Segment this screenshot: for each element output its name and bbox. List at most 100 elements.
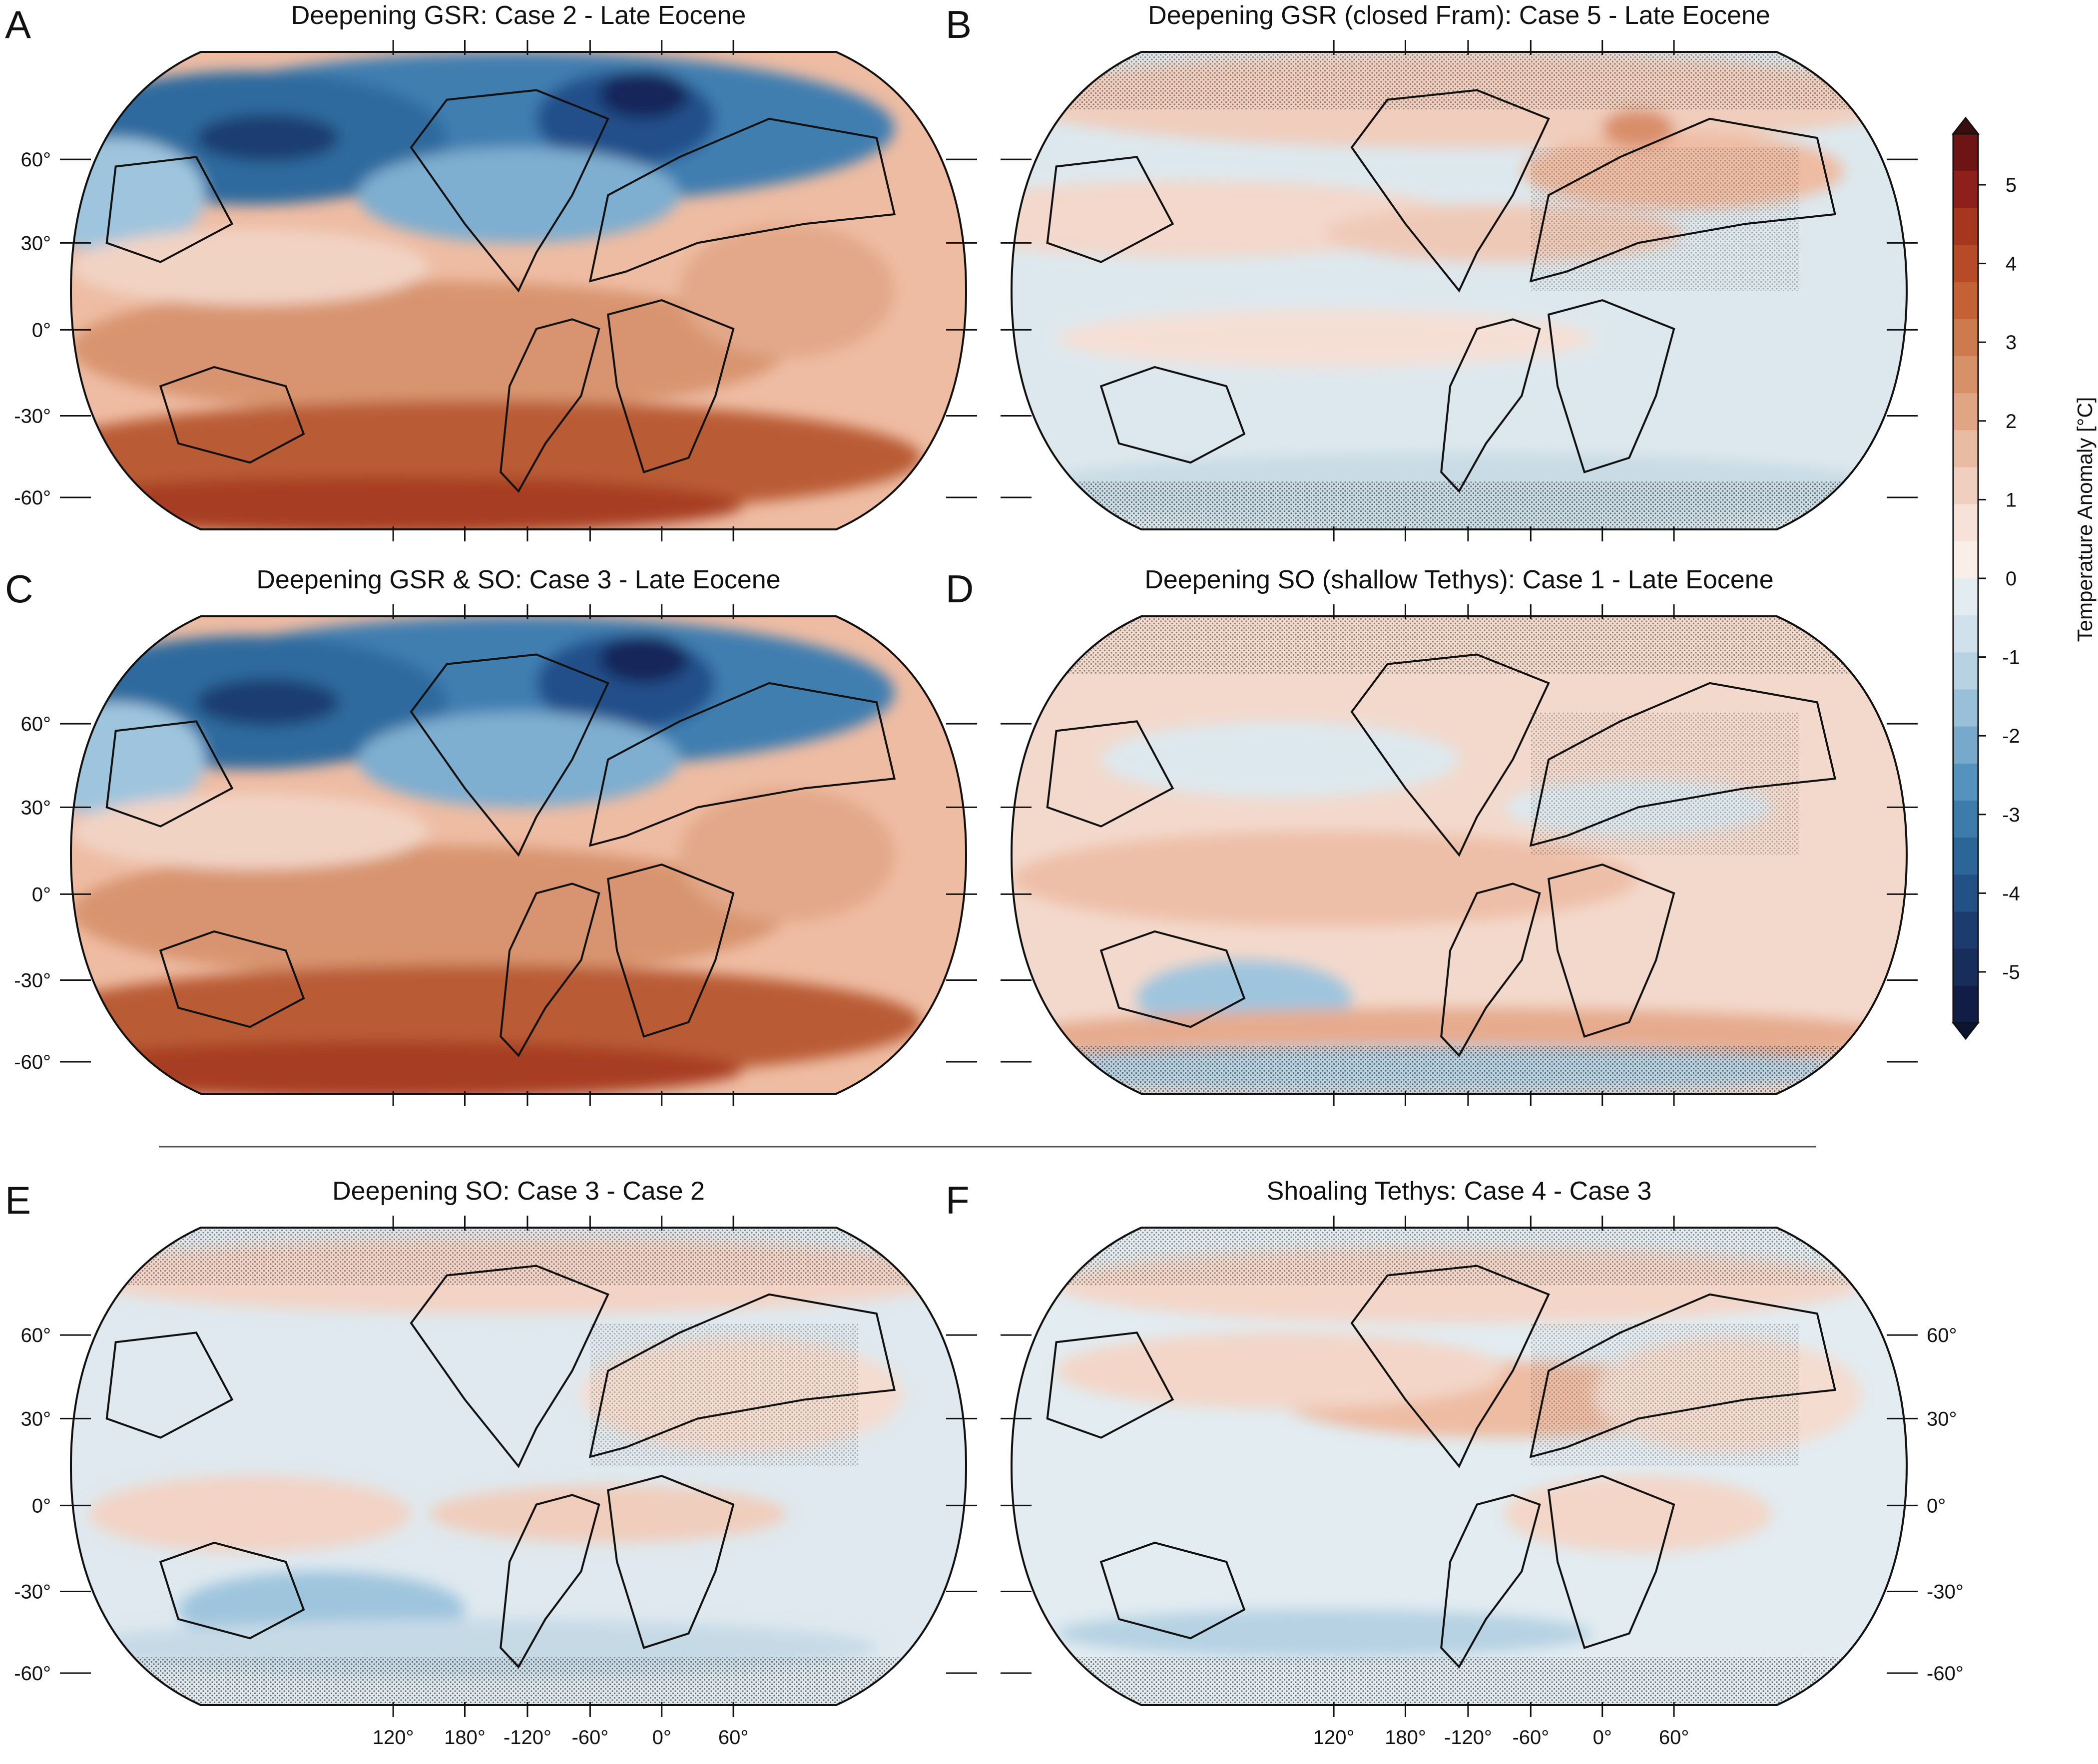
- map-border: [69, 1227, 968, 1706]
- colorbar-tick-label: 1: [2006, 489, 2017, 511]
- colorbar-tick-label: 5: [2006, 174, 2017, 196]
- colorbar-swatch: [1953, 208, 1978, 246]
- lat-label: 0°: [32, 1495, 51, 1517]
- colorbar-swatch: [1953, 393, 1978, 431]
- panel-title: Deepening SO (shallow Tethys): Case 1 - …: [1144, 565, 1773, 594]
- colorbar-swatch: [1953, 134, 1978, 172]
- lat-label: -60°: [14, 1051, 51, 1073]
- colorbar-swatch: [1953, 430, 1978, 468]
- lat-label: 30°: [21, 1408, 51, 1430]
- colorbar-swatch: [1953, 689, 1978, 727]
- colorbar-swatch: [1953, 467, 1978, 505]
- colorbar-tick-label: -2: [2002, 725, 2020, 747]
- lon-label: -120°: [1444, 1727, 1492, 1749]
- colorbar-swatch: [1953, 652, 1978, 690]
- colorbar: 5 4 3 2 1 0 -1 -2 -3 -4 -5 Temperature Anomaly [°C…: [1951, 116, 2097, 1040]
- lon-label: 0°: [652, 1727, 671, 1749]
- colorbar-swatch: [1953, 615, 1978, 653]
- anomaly-field: [71, 616, 966, 1094]
- colorbar-swatch: [1953, 838, 1978, 876]
- colorbar-swatch: [1953, 319, 1978, 357]
- lat-label: -60°: [14, 1663, 51, 1685]
- panel-letter: A: [5, 2, 31, 46]
- map-border: [1010, 1227, 1908, 1706]
- colorbar-swatch: [1953, 578, 1978, 616]
- anomaly-field: [1012, 52, 1907, 529]
- colorbar-swatch: [1953, 171, 1978, 209]
- colorbar-swatch: [1953, 504, 1978, 542]
- map-border: [69, 51, 968, 530]
- panel-letter: E: [5, 1178, 31, 1222]
- map-border: [1010, 615, 1908, 1095]
- colorbar-swatch: [1953, 356, 1978, 394]
- lon-label: 180°: [444, 1727, 486, 1749]
- map-panel-a: A Deepening GSR: Case 2 - Late Eocene 60° 3…: [5, 1, 977, 541]
- lon-label: 60°: [1659, 1727, 1689, 1749]
- lat-label: -30°: [14, 405, 51, 427]
- panel-title: Deepening GSR: Case 2 - Late Eocene: [291, 1, 746, 30]
- lat-label: -30°: [1927, 1581, 1964, 1603]
- map-panel-b: B Deepening GSR (closed Fram): Case 5 - L…: [946, 1, 1918, 541]
- colorbar-title: Temperature Anomaly [°C]: [2073, 397, 2097, 642]
- anomaly-field: [1012, 1228, 1907, 1705]
- panel-letter: F: [946, 1178, 970, 1222]
- lat-label: -60°: [14, 487, 51, 509]
- panel-title: Deepening SO: Case 3 - Case 2: [332, 1177, 705, 1206]
- colorbar-tick-label: -4: [2002, 882, 2020, 904]
- anomaly-field: [1012, 616, 1907, 1094]
- lon-label: 120°: [373, 1727, 414, 1749]
- colorbar-swatch: [1953, 245, 1978, 283]
- colorbar-swatch: [1953, 763, 1978, 801]
- colorbar-swatch: [1953, 726, 1978, 764]
- map-panel-e: E Deepening SO: Case 3 - Case 2 60° 30° 0° -3…: [5, 1177, 977, 1749]
- colorbar-tick-label: 0: [2006, 568, 2017, 590]
- colorbar-swatch: [1953, 911, 1978, 949]
- anomaly-field: [71, 1228, 966, 1705]
- map-panel-c: C Deepening GSR & SO: Case 3 - Late Eocen…: [5, 565, 977, 1106]
- anomaly-field: [71, 52, 966, 529]
- colorbar-top-arrow: [1951, 116, 1980, 135]
- map-border: [1010, 51, 1908, 530]
- lat-label: -30°: [14, 969, 51, 991]
- lon-label: 120°: [1313, 1727, 1355, 1749]
- lon-label: -120°: [504, 1727, 551, 1749]
- colorbar-swatch: [1953, 875, 1978, 912]
- panel-title: Shoaling Tethys: Case 4 - Case 3: [1267, 1177, 1652, 1206]
- map-panels: A Deepening GSR: Case 2 - Late Eocene 60° 3…: [5, 1, 1964, 1749]
- lat-label: 30°: [1927, 1408, 1957, 1430]
- panel-letter: B: [946, 2, 972, 46]
- colorbar-swatch: [1953, 948, 1978, 986]
- lon-label: 180°: [1385, 1727, 1426, 1749]
- colorbar-bottom-arrow: [1951, 1022, 1980, 1040]
- lon-label: -60°: [1512, 1727, 1549, 1749]
- panel-letter: C: [5, 567, 33, 611]
- colorbar-swatch: [1953, 282, 1978, 320]
- lat-label: -60°: [1927, 1663, 1964, 1685]
- lat-label: 60°: [1927, 1324, 1957, 1346]
- map-panel-f: F Shoaling Tethys: Case 4 - Case 3 60° 30° 0…: [946, 1177, 1964, 1749]
- panel-letter: D: [946, 567, 974, 611]
- lon-label: 0°: [1593, 1727, 1612, 1749]
- lat-label: 60°: [21, 1324, 51, 1346]
- lat-label: 0°: [32, 883, 51, 905]
- map-border: [69, 615, 968, 1095]
- lon-label: -60°: [571, 1727, 608, 1749]
- colorbar-tick-label: -1: [2002, 647, 2020, 669]
- colorbar-tick-label: 2: [2006, 411, 2017, 433]
- lon-label: 60°: [718, 1727, 749, 1749]
- colorbar-swatches: [1951, 116, 1980, 1040]
- colorbar-swatch: [1953, 801, 1978, 839]
- lat-label: 30°: [21, 232, 51, 254]
- panel-title: Deepening GSR & SO: Case 3 - Late Eocene: [256, 565, 780, 594]
- lat-label: 30°: [21, 797, 51, 819]
- colorbar-ticks: 5 4 3 2 1 0 -1 -2 -3 -4 -5: [1978, 174, 2020, 983]
- lat-label: 60°: [21, 149, 51, 171]
- colorbar-tick-label: 3: [2006, 332, 2017, 354]
- colorbar-tick-label: -3: [2002, 804, 2020, 826]
- colorbar-tick-label: -5: [2002, 961, 2020, 983]
- colorbar-swatch: [1953, 985, 1978, 1023]
- lat-label: 0°: [1927, 1495, 1946, 1517]
- colorbar-tick-label: 4: [2006, 253, 2017, 275]
- map-panel-d: D Deepening SO (shallow Tethys): Case 1 -…: [946, 565, 1918, 1106]
